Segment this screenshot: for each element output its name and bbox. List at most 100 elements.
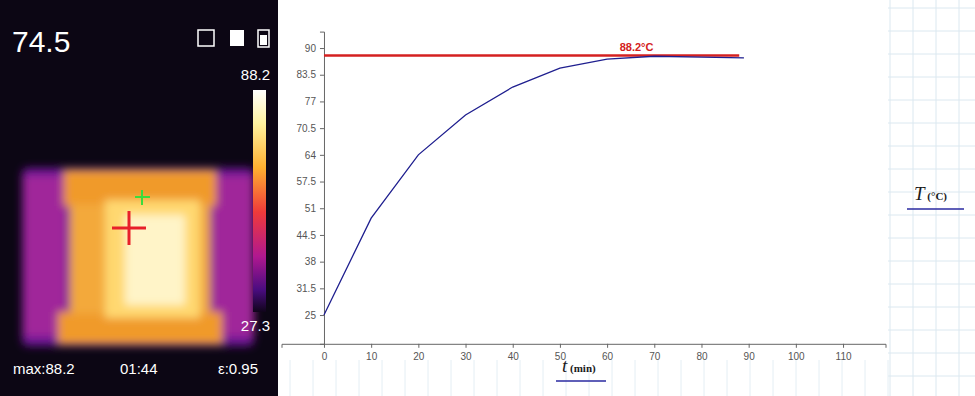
y-tick-mark — [320, 75, 324, 76]
y-tick-mark — [320, 288, 324, 289]
worksheet-grid-line — [888, 169, 975, 170]
worksheet-grid-line — [290, 360, 291, 396]
worksheet-grid-line — [888, 238, 975, 239]
emissivity: ε:0.95 — [218, 360, 258, 377]
thermal-core — [105, 200, 200, 318]
reference-label: 88.2°C — [620, 41, 654, 53]
worksheet-grid-line — [890, 0, 891, 396]
y-tick-mark — [320, 48, 324, 49]
y-tick-label: 31.5 — [297, 283, 317, 294]
max-reading: max:88.2 — [13, 360, 75, 377]
y-tick: 57.5 — [297, 176, 324, 187]
x-tick-mark — [418, 344, 419, 348]
x-tick: 110 — [836, 344, 852, 362]
spot-temperature: 74.5 — [12, 25, 70, 58]
x-axis-line — [282, 344, 886, 348]
thermal-halo — [22, 168, 254, 346]
y-tick-mark — [320, 315, 324, 316]
worksheet-grid-line — [796, 360, 797, 396]
worksheet-grid-line — [773, 360, 774, 396]
x-tick-mark — [607, 344, 608, 348]
crosshair-max — [141, 190, 143, 205]
worksheet-grid-line — [704, 360, 705, 396]
x-tick-mark — [843, 344, 844, 348]
x-axis-title: t (min) — [562, 355, 596, 376]
x-axis: 0102030405060708090100110 — [282, 344, 886, 362]
y-tick-mark — [320, 235, 324, 236]
worksheet-grid-line — [658, 360, 659, 396]
worksheet-grid-line — [336, 360, 337, 396]
time: 01:44 — [120, 360, 158, 377]
y-tick-label: 64 — [305, 150, 317, 161]
y-tick: 90 — [305, 43, 324, 54]
worksheet-grid-line — [543, 360, 544, 396]
x-tick-mark — [796, 344, 797, 348]
x-tick-mark — [371, 344, 372, 348]
y-tick-mark — [320, 155, 324, 156]
worksheet-grid-line — [888, 353, 975, 354]
worksheet-grid-line — [888, 8, 975, 9]
worksheet-grid-line — [405, 360, 406, 396]
x-tick-mark — [654, 344, 655, 348]
x-tick-mark — [749, 344, 750, 348]
y-axis-title-underline — [907, 208, 964, 210]
y-tick: 38 — [305, 256, 324, 267]
y-tick-mark — [320, 128, 324, 129]
chart: 01020304050607080901001102531.53844.5515… — [282, 0, 975, 396]
x-tick: 80 — [696, 344, 708, 362]
color-bar-min: 27.3 — [241, 317, 270, 334]
y-tick-mark — [320, 208, 324, 209]
x-tick-label: 110 — [836, 351, 852, 362]
thermal-background — [0, 0, 278, 396]
x-tick-label: 100 — [788, 351, 805, 362]
icon — [260, 35, 267, 45]
y-tick: 83.5 — [297, 69, 324, 80]
x-tick-label: 30 — [460, 351, 472, 362]
worksheet-grid-line — [888, 215, 975, 216]
x-tick: 20 — [413, 344, 425, 362]
x-tick: 40 — [508, 344, 520, 362]
y-tick-mark — [320, 101, 324, 102]
series-line — [324, 56, 744, 315]
y-tick-label: 83.5 — [297, 69, 317, 80]
worksheet-grid-line — [451, 360, 452, 396]
worksheet-grid-line — [612, 360, 613, 396]
y-tick-mark — [320, 262, 324, 263]
x-tick-label: 10 — [366, 351, 378, 362]
x-tick-label: 80 — [696, 351, 708, 362]
worksheet-grid-line — [382, 360, 383, 396]
x-tick-mark — [513, 344, 514, 348]
x-tick-label: 20 — [413, 351, 425, 362]
crosshair-spot — [128, 211, 131, 245]
y-tick-label: 77 — [305, 96, 317, 107]
worksheet-grid-line — [842, 360, 843, 396]
worksheet-grid-line — [888, 307, 975, 308]
y-tick: 25 — [305, 310, 324, 321]
thermal-image: 74.5 88.2 27.3 max:88.2 01:44 ε:0.95 — [0, 0, 278, 396]
worksheet-grid-line — [819, 360, 820, 396]
x-tick: 0 — [322, 344, 328, 362]
y-axis-title: T (°C) — [914, 183, 947, 204]
worksheet-grid-line — [888, 54, 975, 55]
worksheet-grid-line — [750, 360, 751, 396]
x-tick: 30 — [460, 344, 472, 362]
y-tick: 31.5 — [297, 283, 324, 294]
color-bar-max: 88.2 — [241, 66, 270, 83]
x-tick-label: 70 — [649, 351, 661, 362]
x-tick: 70 — [649, 344, 661, 362]
y-tick-label: 70.5 — [297, 123, 317, 134]
thermal-scene — [22, 168, 254, 346]
x-tick-mark — [560, 344, 561, 348]
worksheet-grid-line — [635, 360, 636, 396]
worksheet-grid-line — [313, 360, 314, 396]
worksheet-grid-line — [888, 77, 975, 78]
x-tick: 100 — [788, 344, 805, 362]
worksheet-grid-line — [428, 360, 429, 396]
x-axis-title-underline — [556, 380, 606, 382]
worksheet-grid-line — [888, 261, 975, 262]
worksheet-grid-line — [888, 100, 975, 101]
worksheet-grid-line — [359, 360, 360, 396]
worksheet-grid-line — [520, 360, 521, 396]
y-tick-mark — [320, 182, 324, 183]
x-tick: 90 — [744, 344, 756, 362]
